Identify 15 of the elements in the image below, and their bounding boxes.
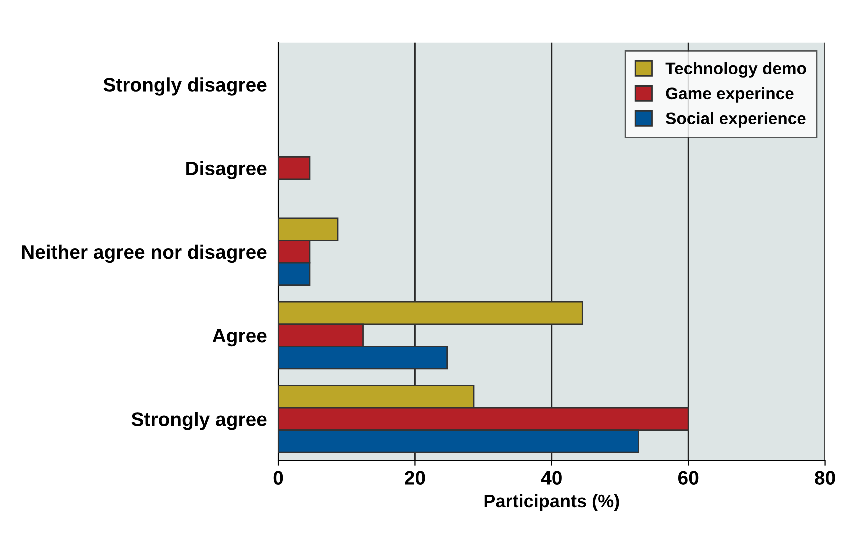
y-tick-label: Strongly agree [132,412,267,430]
x-tick-label: 60 [678,471,699,485]
y-tick-label: Neither agree nor disagree [22,244,267,264]
x-tick-label: 20 [405,471,426,485]
x-tick-label: 80 [815,471,836,485]
y-tick-label: Agree [212,329,267,347]
x-tick-label: 0 [274,471,284,485]
legend-label: Technology demo [666,62,806,78]
y-tick-label: Disagree [186,161,267,180]
y-tick-label: Strongly disagree [104,78,267,96]
x-tick-label: 40 [541,471,562,485]
bar [278,156,311,180]
legend-label: Social experience [666,112,806,128]
x-axis-title: Participants (%) [484,494,620,512]
legend-label: Game experince [666,87,794,103]
